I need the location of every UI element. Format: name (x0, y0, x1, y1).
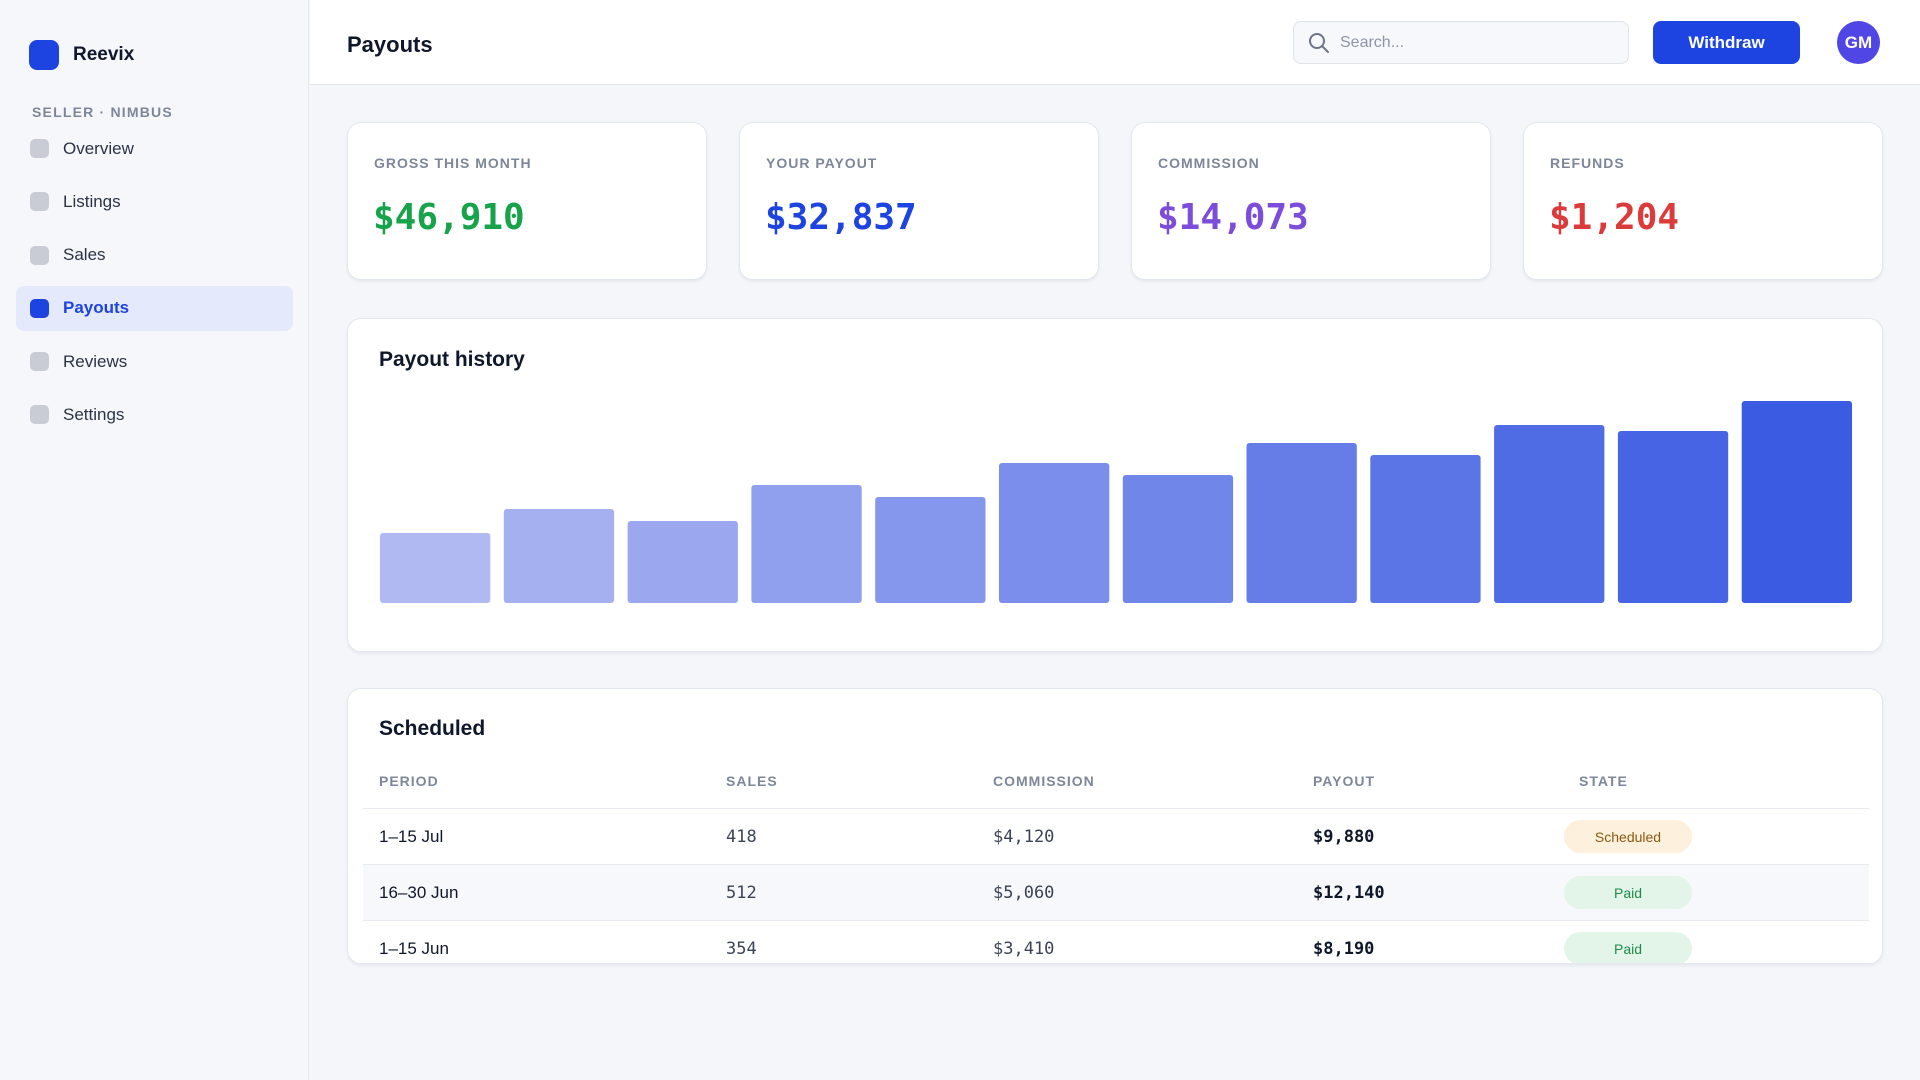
sidebar-item-label: Sales (63, 245, 106, 265)
status-badge: Paid (1564, 932, 1692, 963)
stat-card-refunds: REFUNDS $1,204 (1523, 122, 1883, 280)
commission-cell: $5,060 (993, 883, 1055, 903)
stat-label: YOUR PAYOUT (766, 155, 878, 171)
withdraw-button[interactable]: Withdraw (1653, 21, 1800, 64)
stat-value: $14,073 (1157, 197, 1309, 238)
sidebar-item-label: Listings (63, 191, 121, 211)
commission-cell: $3,410 (993, 939, 1055, 959)
sidebar-section-label: SELLER · NIMBUS (32, 104, 173, 120)
table-row[interactable]: 1–15 Jul 418 $4,120 $9,880 Scheduled (363, 808, 1869, 864)
stat-label: COMMISSION (1158, 155, 1260, 171)
sidebar-item-label: Settings (63, 404, 125, 424)
chart-bar[interactable] (503, 509, 615, 603)
payout-history-card: Payout history (347, 318, 1883, 652)
chart-bar[interactable] (1741, 401, 1852, 603)
chart-bar[interactable] (1122, 475, 1234, 603)
chart-bar[interactable] (1617, 431, 1729, 603)
sidebar-item-listings[interactable]: Listings (16, 179, 293, 224)
sales-icon (30, 245, 49, 265)
stat-value: $32,837 (765, 197, 917, 238)
chart-bar[interactable] (1370, 455, 1481, 603)
chart-bar[interactable] (999, 463, 1110, 603)
chart-bar[interactable] (627, 521, 738, 603)
payout-cell: $9,880 (1313, 827, 1375, 847)
search-box[interactable] (1293, 21, 1629, 64)
stat-card-payout: YOUR PAYOUT $32,837 (739, 122, 1099, 280)
scheduled-card: Scheduled PERIOD SALES COMMISSION PAYOUT… (347, 688, 1883, 964)
status-badge: Paid (1564, 876, 1692, 909)
sidebar-item-label: Overview (63, 138, 134, 158)
column-header-payout[interactable]: PAYOUT (1313, 773, 1376, 789)
chart-bar[interactable] (751, 485, 862, 603)
stat-label: REFUNDS (1550, 155, 1625, 171)
sidebar-item-label: Reviews (63, 351, 128, 371)
page-title: Payouts (347, 32, 433, 57)
payouts-icon (30, 298, 49, 318)
brand[interactable]: Reevix (29, 40, 134, 70)
search-input[interactable] (1340, 33, 1610, 52)
sidebar-item-reviews[interactable]: Reviews (16, 339, 293, 384)
commission-cell: $4,120 (993, 827, 1055, 847)
stat-value: $1,204 (1549, 197, 1680, 238)
sidebar-item-payouts[interactable]: Payouts (16, 285, 293, 331)
payout-cell: $8,190 (1313, 939, 1375, 959)
column-header-commission[interactable]: COMMISSION (993, 773, 1095, 789)
chart-bar[interactable] (1494, 425, 1605, 603)
chart-title: Payout history (379, 348, 525, 371)
chart-bar[interactable] (380, 533, 491, 603)
stat-label: GROSS THIS MONTH (374, 155, 532, 171)
status-badge: Scheduled (1564, 820, 1692, 853)
reviews-icon (30, 352, 49, 372)
payout-cell: $12,140 (1313, 883, 1385, 903)
sidebar-item-sales[interactable]: Sales (16, 233, 293, 278)
listings-icon (30, 192, 49, 212)
period-cell: 1–15 Jul (379, 827, 444, 846)
table-row[interactable]: 16–30 Jun 512 $5,060 $12,140 Paid (363, 864, 1869, 920)
avatar[interactable]: GM (1837, 21, 1880, 64)
stat-value: $46,910 (373, 197, 525, 238)
sidebar-nav: Overview Listings Sales Payouts Reviews … (16, 126, 293, 446)
sidebar-item-settings[interactable]: Settings (16, 392, 293, 437)
chart-bar[interactable] (875, 497, 986, 603)
settings-icon (30, 405, 49, 425)
stat-card-gross: GROSS THIS MONTH $46,910 (347, 122, 707, 280)
search-icon (1309, 32, 1329, 53)
stat-card-commission: COMMISSION $14,073 (1131, 122, 1491, 280)
column-header-sales[interactable]: SALES (726, 773, 778, 789)
scheduled-title: Scheduled (379, 717, 486, 740)
column-header-period[interactable]: PERIOD (379, 773, 439, 789)
sales-cell: 418 (726, 827, 757, 847)
topbar: Payouts Withdraw GM (310, 0, 1920, 85)
sidebar-item-label: Payouts (63, 298, 130, 318)
chart-bar[interactable] (1246, 443, 1357, 603)
period-cell: 16–30 Jun (379, 883, 459, 902)
sidebar-item-overview[interactable]: Overview (16, 126, 293, 171)
period-cell: 1–15 Jun (379, 939, 449, 958)
sales-cell: 354 (726, 939, 757, 959)
brand-name: Reevix (73, 44, 135, 65)
brand-logo-icon (29, 40, 59, 70)
sales-cell: 512 (726, 883, 757, 903)
table-row[interactable]: 1–15 Jun 354 $3,410 $8,190 Paid (363, 920, 1869, 963)
payout-history-chart (380, 401, 1852, 603)
scheduled-table: 1–15 Jul 418 $4,120 $9,880 Scheduled 16–… (363, 808, 1869, 963)
sidebar: Reevix SELLER · NIMBUS Overview Listings… (0, 0, 309, 1080)
column-header-state[interactable]: STATE (1579, 773, 1628, 789)
overview-icon (30, 139, 49, 158)
